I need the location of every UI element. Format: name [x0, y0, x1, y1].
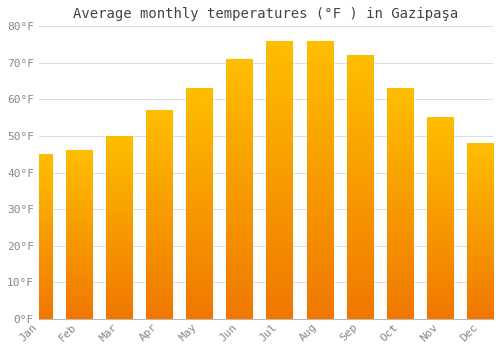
Title: Average monthly temperatures (°F ) in Gazipaşa: Average monthly temperatures (°F ) in Ga… [74, 7, 458, 21]
